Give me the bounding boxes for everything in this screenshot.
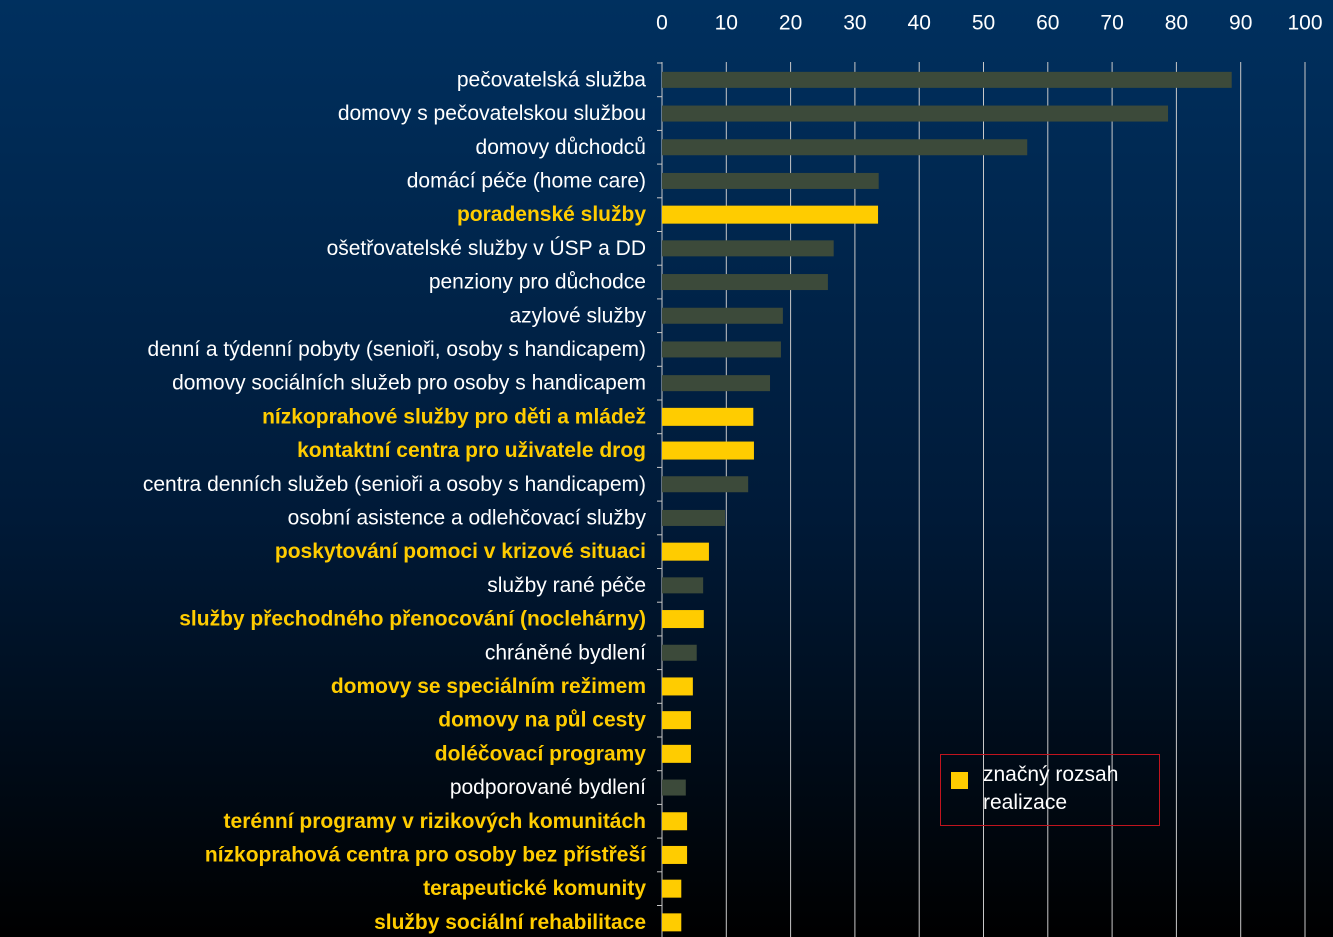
category-label: doléčovací programy xyxy=(435,742,647,765)
x-tick-label: 90 xyxy=(1229,12,1252,35)
x-tick-label: 40 xyxy=(908,12,931,35)
category-label: centra denních služeb (senioři a osoby s… xyxy=(143,473,646,496)
category-label: domovy se speciálním režimem xyxy=(331,675,646,698)
bar xyxy=(662,139,1028,156)
bar xyxy=(662,307,783,324)
bar xyxy=(662,205,879,224)
category-label: služby sociální rehabilitace xyxy=(374,911,646,934)
category-label: nízkoprahová centra pro osoby bez přístř… xyxy=(205,843,647,866)
category-label: azylové služby xyxy=(509,304,646,327)
category-label: terapeutické komunity xyxy=(423,877,646,900)
bar xyxy=(662,812,688,831)
x-tick-label: 20 xyxy=(779,12,802,35)
bar xyxy=(662,274,828,291)
category-label: kontaktní centra pro uživatele drog xyxy=(297,439,646,462)
bar xyxy=(662,577,704,594)
category-label: domovy sociálních služeb pro osoby s han… xyxy=(172,372,646,395)
bar xyxy=(662,879,682,898)
bar xyxy=(662,744,691,763)
category-label: ošetřovatelské služby v ÚSP a DD xyxy=(327,237,646,260)
category-label: domácí péče (home care) xyxy=(407,169,646,192)
bar xyxy=(662,375,771,392)
bar xyxy=(662,407,754,426)
bar xyxy=(662,610,704,629)
legend-label: značný rozsah realizace xyxy=(983,763,1119,814)
category-label: poradenské služby xyxy=(457,203,646,226)
category-label: podporované bydlení xyxy=(450,776,646,799)
bar xyxy=(662,913,682,932)
category-label: denní a týdenní pobyty (senioři, osoby s… xyxy=(148,338,646,361)
bar xyxy=(662,779,686,796)
bar xyxy=(662,509,726,526)
legend: značný rozsah realizace xyxy=(940,754,1160,826)
category-label: nízkoprahové služby pro děti a mládež xyxy=(262,405,646,428)
x-tick-label: 50 xyxy=(972,12,995,35)
bar xyxy=(662,441,754,460)
bar xyxy=(662,105,1169,122)
bar xyxy=(662,71,1232,88)
bar xyxy=(662,476,749,493)
x-tick-label: 30 xyxy=(843,12,866,35)
category-label: služby přechodného přenocování (noclehár… xyxy=(179,608,646,631)
category-label: terénní programy v rizikových komunitách xyxy=(224,810,646,833)
legend-swatch xyxy=(951,772,968,789)
bar xyxy=(662,542,709,561)
x-tick-label: 70 xyxy=(1100,12,1123,35)
category-label: osobní asistence a odlehčovací služby xyxy=(288,506,647,529)
x-tick-label: 10 xyxy=(715,12,738,35)
x-tick-label: 0 xyxy=(656,12,668,35)
category-label: penziony pro důchodce xyxy=(429,271,646,294)
bar xyxy=(662,644,697,661)
bar xyxy=(662,341,781,358)
category-label: domovy důchodců xyxy=(476,136,646,159)
bar xyxy=(662,845,688,864)
x-tick-label: 60 xyxy=(1036,12,1059,35)
category-label: domovy s pečovatelskou službou xyxy=(338,102,646,125)
category-label: poskytování pomoci v krizové situaci xyxy=(275,540,646,563)
category-label: pečovatelská služba xyxy=(457,68,646,91)
x-tick-label: 80 xyxy=(1165,12,1188,35)
x-tick-label: 100 xyxy=(1287,12,1322,35)
bar xyxy=(662,172,879,189)
bar xyxy=(662,711,691,730)
bar xyxy=(662,240,834,257)
category-label: domovy na půl cesty xyxy=(438,709,646,732)
bar xyxy=(662,677,693,696)
category-label: služby rané péče xyxy=(487,574,646,597)
category-label: chráněné bydlení xyxy=(485,641,646,664)
